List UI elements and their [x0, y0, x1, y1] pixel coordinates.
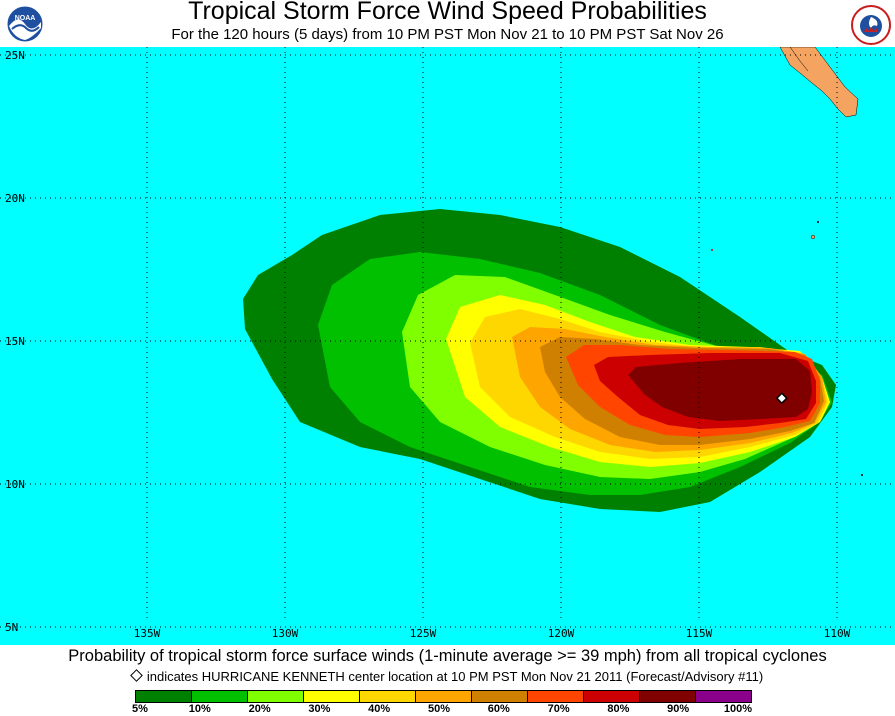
legend-swatch — [248, 691, 304, 702]
note-text: indicates HURRICANE KENNETH center locat… — [146, 669, 764, 684]
island — [861, 474, 863, 476]
legend-swatch — [472, 691, 528, 702]
longitude-label: 110W — [824, 627, 851, 640]
coastline — [789, 47, 809, 72]
island — [817, 221, 819, 223]
legend-label: 80% — [607, 703, 630, 715]
storm-center-marker[interactable] — [775, 392, 788, 405]
legend-swatch — [696, 691, 751, 702]
latitude-label: 15N — [5, 335, 25, 348]
nws-logo-icon — [851, 5, 891, 45]
legend-label: 20% — [248, 703, 271, 715]
longitude-label: 120W — [548, 627, 575, 640]
island — [810, 234, 816, 240]
longitude-label: 135W — [134, 627, 161, 640]
latitude-label: 20N — [5, 192, 25, 205]
legend-label: 30% — [308, 703, 331, 715]
latitude-labels: 25N 20N 15N 10N 5N — [5, 49, 25, 634]
latitude-label: 10N — [5, 478, 25, 491]
wind-probability-map[interactable]: 25N 20N 15N 10N 5N 135W 130W 125W 120W 115W 110W — [0, 47, 895, 645]
longitude-label: 130W — [272, 627, 299, 640]
island — [711, 249, 713, 251]
chart-title: Tropical Storm Force Wind Speed Probabil… — [188, 0, 707, 25]
legend-swatch — [192, 691, 248, 702]
diamond-icon — [129, 669, 143, 682]
baja-california-land — [779, 47, 859, 118]
legend-labels: 5% 10% 20% 30% 40% 50% 60% 70% 80% 90% 100% — [0, 703, 895, 716]
legend-swatch — [136, 691, 192, 702]
legend-swatch — [528, 691, 584, 702]
noaa-logo-icon: NOAA — [6, 5, 44, 43]
legend-swatch — [304, 691, 360, 702]
legend-swatch — [640, 691, 696, 702]
legend-label: 90% — [667, 703, 690, 715]
longitude-label: 115W — [686, 627, 713, 640]
storm-location-note: indicates HURRICANE KENNETH center locat… — [0, 669, 895, 684]
legend-label: 70% — [547, 703, 570, 715]
legend-swatch — [360, 691, 416, 702]
storm-center-diamond-icon[interactable] — [775, 392, 788, 405]
svg-text:NOAA: NOAA — [15, 15, 36, 22]
longitude-labels: 135W 130W 125W 120W 115W 110W — [134, 627, 851, 640]
legend-label: 5% — [132, 703, 148, 715]
probability-contour-90pct — [628, 359, 812, 421]
legend-label: 50% — [427, 703, 451, 715]
legend-swatch — [584, 691, 640, 702]
probability-contours — [243, 209, 836, 512]
legend-label: 100% — [723, 703, 753, 715]
longitude-label: 125W — [410, 627, 437, 640]
color-legend — [135, 690, 752, 703]
chart-subtitle: For the 120 hours (5 days) from 10 PM PS… — [171, 26, 724, 43]
map-caption: Probability of tropical storm force surf… — [68, 647, 827, 665]
lat-lon-grid — [0, 47, 895, 628]
latitude-label: 5N — [5, 621, 18, 634]
legend-swatch — [416, 691, 472, 702]
legend-label: 40% — [368, 703, 391, 715]
legend-label: 10% — [188, 703, 211, 715]
legend-label: 60% — [487, 703, 510, 715]
latitude-label: 25N — [5, 49, 25, 62]
